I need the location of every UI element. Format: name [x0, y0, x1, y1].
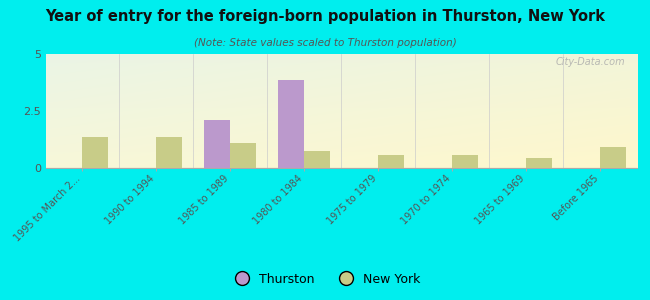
Bar [526, 158, 552, 168]
Bar [452, 155, 478, 168]
Bar [205, 120, 230, 168]
Legend: Thurston, New York: Thurston, New York [224, 268, 426, 291]
Bar [600, 148, 626, 168]
Text: Year of entry for the foreign-born population in Thurston, New York: Year of entry for the foreign-born popul… [45, 9, 605, 24]
Bar [378, 155, 404, 168]
Bar [230, 143, 256, 168]
Text: (Note: State values scaled to Thurston population): (Note: State values scaled to Thurston p… [194, 38, 456, 47]
Bar [83, 137, 109, 168]
Bar [157, 137, 182, 168]
Bar [278, 80, 304, 168]
Bar [304, 151, 330, 168]
Text: City-Data.com: City-Data.com [556, 57, 625, 68]
